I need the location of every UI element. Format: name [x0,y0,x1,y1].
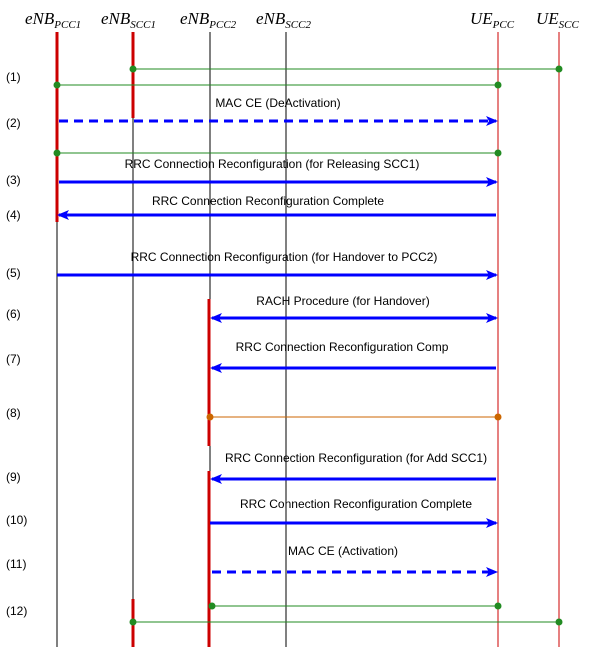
step-label: (3) [6,173,21,187]
step-label: (2) [6,116,21,130]
step-label: (9) [6,470,21,484]
message-mac-ce-deactivation: MAC CE (DeActivation) [59,96,498,126]
link-pcc1-ue-pcc-a [53,81,502,89]
entity-label-ue-scc: UESCC [536,9,580,31]
step-label: (5) [6,266,21,280]
entity-label-enb-pcc1: eNBPCC1 [25,9,81,31]
message-label: RRC Connection Reconfiguration Complete [240,497,472,511]
message-label: RACH Procedure (for Handover) [256,294,429,308]
entity-label-ue-pcc: UEPCC [470,9,515,31]
message-label: RRC Connection Reconfiguration (for Add … [225,451,487,465]
message-label: RRC Connection Reconfiguration (for Rele… [125,157,420,171]
connection-links [53,65,563,626]
message-rrc-reconfig-complete-1: RRC Connection Reconfiguration Complete [57,194,496,220]
link-scc1-ue-scc-final [129,618,563,626]
entity-label-enb-scc2: eNBSCC2 [256,9,311,31]
activation-bar-enb-pcc2 [207,299,211,446]
link-pcc2-ue-pcc-final [208,602,502,610]
messages: MAC CE (DeActivation) RRC Connection Rec… [57,96,498,577]
message-label: MAC CE (Activation) [288,544,398,558]
activation-bar-enb-scc1 [131,32,135,118]
step-label: (4) [6,208,21,222]
step-labels: (1) (2) (3) (4) (5) (6) (7) (8) (9) (10)… [6,70,27,618]
link-pcc2-ue-pcc [206,413,502,421]
step-label: (11) [6,557,26,571]
message-rrc-reconfig-handover-pcc2: RRC Connection Reconfiguration (for Hand… [57,250,498,280]
message-rrc-reconfig-complete-2: RRC Connection Reconfiguration Complete [210,497,498,528]
message-label: RRC Connection Reconfiguration Complete [152,194,384,208]
step-label: (10) [6,513,27,527]
message-rach-procedure: RACH Procedure (for Handover) [210,294,498,323]
message-label: MAC CE (DeActivation) [215,96,340,110]
activation-bar-enb-pcc2-final [207,471,211,647]
message-rrc-reconfig-add-scc1: RRC Connection Reconfiguration (for Add … [210,451,496,484]
link-pcc1-ue-pcc-b [53,149,502,157]
step-label: (7) [6,352,21,366]
activation-bar-enb-pcc1 [55,32,59,222]
link-scc1-ue-scc [129,65,563,73]
step-label: (12) [6,604,27,618]
entity-label-enb-scc1: eNBSCC1 [101,9,156,31]
message-rrc-reconfig-release-scc1: RRC Connection Reconfiguration (for Rele… [59,157,498,187]
step-label: (6) [6,307,21,321]
message-rrc-reconfig-comp: RRC Connection Reconfiguration Comp [210,340,496,373]
step-label: (1) [6,70,21,84]
entity-label-enb-pcc2: eNBPCC2 [180,9,237,31]
entity-headers: eNBPCC1 eNBSCC1 eNBPCC2 eNBSCC2 UEPCC UE… [25,9,580,31]
message-label: RRC Connection Reconfiguration (for Hand… [131,250,438,264]
step-label: (8) [6,406,21,420]
message-mac-ce-activation: MAC CE (Activation) [212,544,498,577]
message-label: RRC Connection Reconfiguration Comp [236,340,449,354]
